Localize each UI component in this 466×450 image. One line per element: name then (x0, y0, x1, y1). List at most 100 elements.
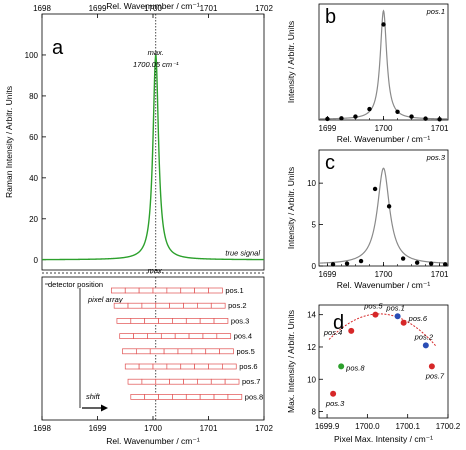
panel-d-y-tick-label: 8 (312, 408, 317, 417)
pixel-cell (124, 287, 140, 294)
pixel-cell (158, 318, 173, 324)
pixel-cell (213, 318, 229, 324)
detector-xlabel: Rel. Wavenumber / cm⁻¹ (106, 436, 200, 446)
panel-c-data-point (344, 261, 350, 266)
pixel-cell (227, 394, 243, 400)
pixel-cell (183, 302, 198, 309)
panel-d-data-point (372, 311, 379, 318)
pixel-cell (199, 318, 215, 324)
panel-c-data-point (442, 262, 448, 267)
panel-d-point-label: pos.6 (408, 314, 428, 323)
detector-x-tick-label: 1700 (144, 424, 162, 433)
panel-c-data-point (358, 258, 364, 264)
panel-d-x-tick-label: 1700.0 (355, 422, 380, 431)
pixel-cell (174, 333, 190, 339)
panel-c-data-point (330, 262, 336, 267)
panel-b-x-tick-label: 1701 (431, 124, 449, 133)
pixel-cell (205, 348, 220, 355)
pixel-cell (147, 333, 162, 339)
panel-d-data-point (330, 390, 337, 397)
panel-d-label: d (333, 312, 344, 334)
pixel-cell (180, 287, 195, 294)
panel-d-point-label: pos.5 (363, 302, 383, 311)
panel-b-fit-line (318, 9, 449, 120)
pixel-cell (213, 394, 229, 400)
panel-c-data-point (400, 256, 406, 261)
pixel-cell (136, 348, 151, 355)
panel-a-y-tick-label: 100 (25, 51, 39, 60)
panel-a-ylabel: Raman Intensity / Arbitr. Units (4, 86, 14, 198)
pixel-cell (208, 363, 223, 370)
panel-c-fit-line (318, 167, 449, 264)
panel-a-top-tick-label: 1702 (255, 4, 273, 13)
detector-x-tick-label: 1698 (33, 424, 51, 433)
detector-x-tick-label: 1701 (200, 424, 218, 433)
pixel-cell (210, 302, 226, 309)
pixel-cell (124, 363, 140, 370)
pixel-cell (133, 333, 148, 339)
panel-a-max-value: 1700.05 cm⁻¹ (133, 60, 179, 69)
panel-c-data-point (414, 260, 420, 265)
panel-d-point-label: pos.1 (385, 303, 404, 312)
panel-d-y-tick-label: 10 (307, 375, 316, 384)
pixel-cell (149, 348, 165, 355)
panel-b-ylabel: Intensity / Arbitr. Units (286, 21, 296, 103)
panel-c-data-point (386, 204, 392, 209)
panel-b-data-point (339, 116, 344, 121)
position-label: pos.1 (225, 286, 243, 295)
panel-c-y-tick-label: 5 (312, 221, 317, 230)
pixel-cell (158, 394, 173, 400)
position-label: pos.8 (245, 392, 263, 401)
panel-d-fit-line (328, 313, 437, 347)
panel-a-y-tick-label: 0 (34, 256, 39, 265)
panel-d-y-tick-label: 14 (307, 311, 316, 320)
panel-a-y-tick-label: 80 (29, 92, 38, 101)
pixel-cell (169, 302, 184, 309)
position-label: pos.3 (231, 316, 249, 325)
panel-d-data-point (348, 327, 355, 334)
pixel-cell (141, 378, 157, 385)
panel-a-max-label: max. (148, 48, 164, 57)
pixel-cell (185, 318, 201, 324)
panel-b-data-point (325, 116, 330, 122)
panel-d-point-label: pos.4 (323, 328, 342, 337)
panel-c-xlabel: Rel. Wavenumber / cm⁻¹ (337, 280, 431, 290)
panel-c-frame (318, 149, 449, 267)
pixel-cell (194, 287, 209, 294)
panel-b-x-tick-label: 1700 (375, 124, 393, 133)
pixel-cell (185, 394, 201, 400)
panel-a-top-tick-label: 1699 (89, 4, 107, 13)
panel-d-point-label: pos.8 (345, 363, 365, 372)
pixel-cell (180, 363, 195, 370)
pixel-cell (116, 318, 132, 324)
panel-a-top-tick-label: 1700 (144, 4, 162, 13)
position-label: pos.7 (242, 377, 260, 386)
panel-c-data-point (428, 261, 434, 266)
panel-a-y-tick-label: 60 (29, 133, 38, 142)
panel-b-data-point (409, 114, 414, 119)
panel-b-xlabel: Rel. Wavenumber / cm⁻¹ (337, 134, 431, 144)
panel-c-x-tick-label: 1699 (319, 270, 337, 279)
pixel-cell (119, 333, 134, 339)
panel-a-y-tick-label: 40 (29, 174, 38, 183)
position-label: pos.6 (239, 362, 257, 371)
pixel-cell (127, 378, 143, 385)
pixel-cell (111, 287, 126, 294)
pixel-cell (155, 378, 170, 385)
shift-arrow-head (101, 404, 108, 412)
panel-d-x-tick-label: 1699.9 (315, 422, 340, 431)
panel-c-data-point (372, 186, 378, 192)
pixel-cell (130, 318, 146, 324)
panel-d-point-label: pos.2 (414, 332, 434, 341)
detector-max-label: max. (148, 266, 164, 275)
panel-c-ylabel: Intensity / Arbitr. Units (286, 167, 296, 249)
panel-d-xlabel: Pixel Max. Intensity / cm⁻¹ (334, 434, 433, 444)
position-label: pos.5 (236, 347, 254, 356)
pixel-cell (166, 363, 182, 370)
panel-d-point-label: pos.3 (325, 399, 345, 408)
pixel-cell (160, 333, 176, 339)
panel-d-data-point (394, 313, 401, 320)
pixel-array-label: pixel array (87, 295, 124, 304)
pixel-cell (122, 348, 137, 355)
panel-d-y-tick-label: 12 (307, 343, 316, 352)
